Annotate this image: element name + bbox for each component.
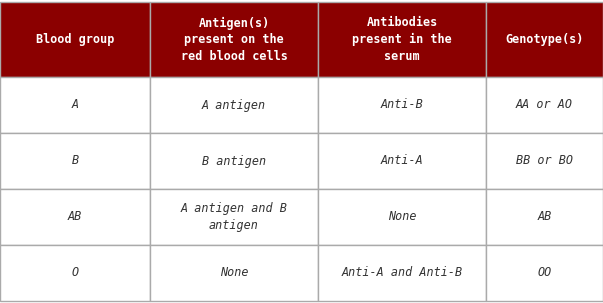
Text: AA or AO: AA or AO xyxy=(516,98,573,112)
Text: Genotype(s): Genotype(s) xyxy=(505,33,584,46)
Text: A antigen and B
antigen: A antigen and B antigen xyxy=(180,202,288,232)
Bar xyxy=(150,77,318,133)
Text: None: None xyxy=(219,267,248,279)
Text: B antigen: B antigen xyxy=(202,155,266,168)
Text: OO: OO xyxy=(537,267,552,279)
Text: A: A xyxy=(71,98,78,112)
Bar xyxy=(486,133,603,189)
Text: BB or BO: BB or BO xyxy=(516,155,573,168)
Text: AB: AB xyxy=(537,211,552,224)
Bar xyxy=(150,189,318,245)
Bar xyxy=(0,133,150,189)
Bar xyxy=(150,133,318,189)
Bar xyxy=(486,77,603,133)
Bar xyxy=(0,189,150,245)
Bar xyxy=(0,77,150,133)
Bar xyxy=(486,245,603,301)
Bar xyxy=(318,2,486,77)
Text: O: O xyxy=(71,267,78,279)
Bar xyxy=(0,245,150,301)
Text: A antigen: A antigen xyxy=(202,98,266,112)
Bar xyxy=(486,189,603,245)
Text: Antibodies
present in the
serum: Antibodies present in the serum xyxy=(352,16,452,62)
Bar xyxy=(318,133,486,189)
Bar xyxy=(318,245,486,301)
Bar xyxy=(150,2,318,77)
Bar xyxy=(0,2,150,77)
Text: B: B xyxy=(71,155,78,168)
Text: Anti-B: Anti-B xyxy=(380,98,423,112)
Text: Antigen(s)
present on the
red blood cells: Antigen(s) present on the red blood cell… xyxy=(180,16,288,62)
Bar xyxy=(318,189,486,245)
Text: Anti-A: Anti-A xyxy=(380,155,423,168)
Bar xyxy=(318,77,486,133)
Bar xyxy=(486,2,603,77)
Text: None: None xyxy=(388,211,416,224)
Text: Blood group: Blood group xyxy=(36,33,114,46)
Bar xyxy=(150,245,318,301)
Text: AB: AB xyxy=(68,211,82,224)
Text: Anti-A and Anti-B: Anti-A and Anti-B xyxy=(341,267,463,279)
